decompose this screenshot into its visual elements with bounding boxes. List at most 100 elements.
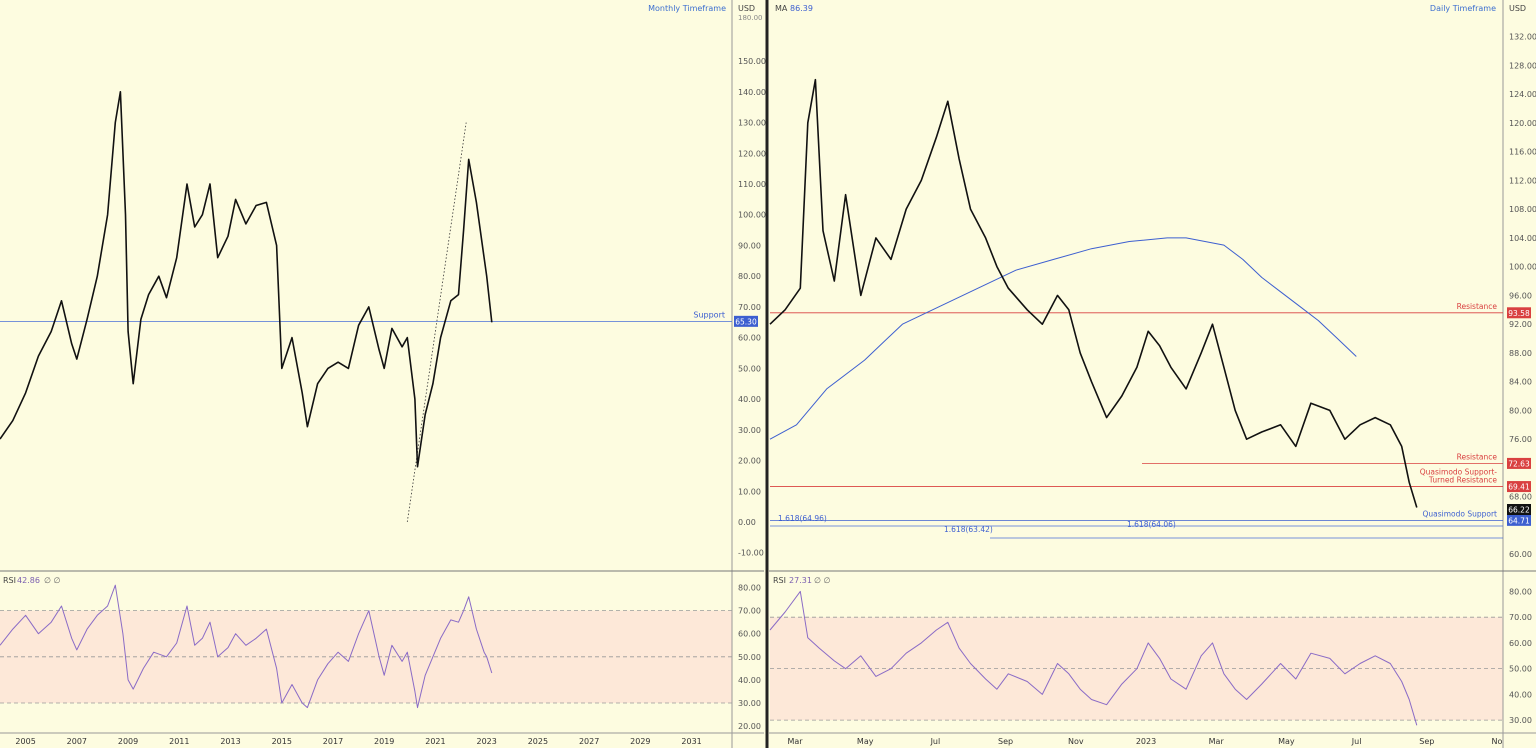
left-x-tick-label: 2021 (425, 737, 445, 746)
left-y-tick-label: 120.00 (738, 149, 766, 158)
left-y-tick-label: 140.00 (738, 88, 766, 97)
left-rsi-band-lines (0, 610, 732, 704)
right-x-tick-label: Mar (1209, 737, 1225, 746)
left-rsi-label: RSI (3, 576, 16, 585)
right-level-price-tag-bg (1507, 457, 1531, 469)
right-rsi-y-tick-label: 60.00 (1509, 639, 1532, 648)
right-x-tick-label: 2023 (1136, 737, 1156, 746)
right-price-levels: Resistance 93.58 Resistance 72.63 Quasimodo … (770, 302, 1531, 526)
right-level-price-tag: 72.63 (1507, 457, 1531, 469)
right-rsi-extra: ∅ ∅ (814, 576, 831, 585)
right-level-price-tag: 64.71 (1507, 514, 1531, 526)
left-x-tick-label: 2015 (272, 737, 292, 746)
left-rsi-y-tick-label: 40.00 (738, 676, 761, 685)
right-fib-labels: 1.618(64.96) 1.618(63.42) 1.618(64.06) (770, 514, 1503, 539)
left-x-tick-label: 2011 (169, 737, 189, 746)
left-rsi-y-tick-label: 50.00 (738, 653, 761, 662)
left-rsi-y-tick-label: 30.00 (738, 699, 761, 708)
left-rsi-value: 42.86 (17, 576, 40, 585)
right-price-y-axis: 132.00 128.00 124.00 120.00 116.00 112.00 108.… (1509, 33, 1536, 560)
right-rsi-y-tick-label: 30.00 (1509, 716, 1532, 725)
left-time-axis: 2005 2007 2009 2011 2013 2015 2017 2019 2021 2023… (15, 737, 701, 746)
right-y-tick-label: 96.00 (1509, 291, 1532, 300)
right-y-tick-label: 108.00 (1509, 205, 1536, 214)
right-unit-label: USD (1509, 4, 1526, 13)
left-y-tick-label: 20.00 (738, 457, 761, 466)
right-price-series (769, 78, 1418, 508)
right-level-label: Quasimodo Support- (1420, 468, 1498, 477)
right-x-tick-label: Sep (998, 737, 1013, 746)
right-level-price-tag-text: 64.71 (1508, 516, 1530, 525)
right-y-tick-label: 100.00 (1509, 263, 1536, 272)
right-y-tick-label: 132.00 (1509, 33, 1536, 42)
right-timeframe-title: Daily Timeframe (1430, 4, 1496, 13)
left-rsi-line (0, 584, 493, 709)
left-timeframe-title: Monthly Timeframe (648, 4, 726, 13)
left-y-top-label: 180.00 (738, 14, 763, 22)
right-rsi-value: 27.31 (789, 576, 812, 585)
right-y-tick-label: 112.00 (1509, 176, 1536, 185)
right-current-price-tag-bg (1507, 503, 1531, 515)
left-y-tick-label: -10.00 (738, 549, 764, 558)
left-y-tick-label: 130.00 (738, 119, 766, 128)
right-rsi-y-axis: 80.00 70.00 60.00 50.00 40.00 30.00 (1509, 587, 1532, 725)
right-fib-label: 1.618(63.42) (944, 525, 993, 534)
left-y-tick-label: 0.00 (738, 518, 756, 527)
left-x-tick-label: 2009 (118, 737, 138, 746)
left-y-tick-label: 70.00 (738, 303, 761, 312)
right-x-tick-label: Sep (1419, 737, 1434, 746)
right-rsi-y-tick-label: 50.00 (1509, 665, 1532, 674)
left-y-tick-label: 100.00 (738, 211, 766, 220)
right-y-tick-label: 84.00 (1509, 378, 1532, 387)
right-level-price-tag-text: 93.58 (1508, 309, 1530, 318)
right-y-tick-label: 116.00 (1509, 148, 1536, 157)
right-y-tick-label: 76.00 (1509, 435, 1532, 444)
right-fib-label: 1.618(64.96) (778, 514, 827, 523)
right-level-label: Quasimodo Support (1422, 509, 1497, 518)
left-y-tick-label: 50.00 (738, 364, 761, 373)
left-y-tick-label: 40.00 (738, 395, 761, 404)
right-y-tick-label: 88.00 (1509, 349, 1532, 358)
right-y-tick-label: 104.00 (1509, 234, 1536, 243)
left-x-tick-label: 2013 (220, 737, 240, 746)
left-rsi-y-tick-label: 20.00 (738, 722, 761, 731)
right-rsi-label: RSI (773, 576, 786, 585)
right-current-price-tag: 66.22 (1507, 503, 1531, 515)
left-x-tick-label: 2025 (528, 737, 548, 746)
right-y-tick-label: 60.00 (1509, 550, 1532, 559)
right-x-tick-label: Jul (1351, 737, 1362, 746)
left-rsi-y-tick-label: 60.00 (738, 630, 761, 639)
right-level-price-tag: 69.41 (1507, 481, 1531, 493)
right-ma-value: 86.39 (790, 4, 813, 13)
right-level-label: Resistance (1457, 452, 1498, 461)
right-x-tick-label: May (1278, 737, 1295, 746)
right-y-tick-label: 92.00 (1509, 320, 1532, 329)
left-y-tick-label: 90.00 (738, 241, 761, 250)
left-x-tick-label: 2027 (579, 737, 599, 746)
right-x-tick-label: No (1492, 737, 1503, 746)
right-y-tick-label: 128.00 (1509, 61, 1536, 70)
left-y-tick-label: 110.00 (738, 180, 766, 189)
left-y-tick-label: 10.00 (738, 487, 761, 496)
left-price-line (0, 91, 493, 468)
left-rsi-y-tick-label: 80.00 (738, 584, 761, 593)
left-support-price-tag: 65.30 (734, 315, 758, 327)
right-level-price-tag-text: 72.63 (1508, 459, 1530, 468)
right-y-tick-label: 68.00 (1509, 493, 1532, 502)
right-level-price-tag-bg (1507, 307, 1531, 319)
left-x-tick-label: 2019 (374, 737, 394, 746)
left-x-tick-label: 2005 (15, 737, 35, 746)
right-price-line (769, 78, 1418, 508)
right-x-tick-label: May (857, 737, 874, 746)
left-x-tick-label: 2029 (630, 737, 650, 746)
right-level-price-tag: 93.58 (1507, 307, 1531, 319)
right-time-axis: Mar May Jul Sep Nov 2023 Mar May Jul Sep No (787, 737, 1502, 746)
right-x-tick-label: Nov (1068, 737, 1084, 746)
right-current-price-tag-text: 66.22 (1508, 505, 1530, 514)
left-support-price-tag-bg (734, 315, 758, 327)
right-x-tick-label: Mar (787, 737, 803, 746)
left-rsi-extra: ∅ ∅ (44, 576, 61, 585)
left-support-price-tag-text: 65.30 (735, 317, 757, 326)
left-y-tick-label: 150.00 (738, 57, 766, 66)
left-rsi-series (0, 584, 493, 709)
